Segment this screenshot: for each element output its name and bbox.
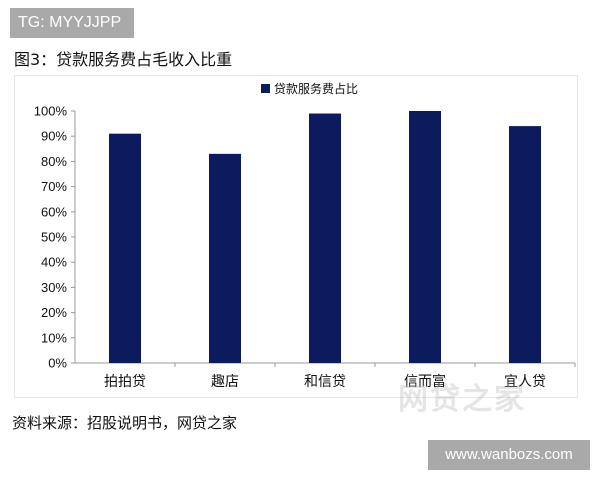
legend-label: 贷款服务费占比 bbox=[274, 81, 358, 96]
bar-chart: 贷款服务费占比 0% 10% 20% 30% 40% 50% 60% 70% 80% 90% 100%… bbox=[34, 81, 576, 390]
source-note: 资料来源：招股说明书，网贷之家 bbox=[12, 414, 238, 432]
bar-1 bbox=[109, 133, 141, 363]
y-tick-label: 30% bbox=[41, 280, 67, 295]
y-tick-label: 100% bbox=[34, 104, 68, 119]
y-tick-label: 10% bbox=[41, 330, 67, 345]
y-tick-label: 80% bbox=[41, 154, 67, 169]
watermark-logo: 网贷之家 bbox=[398, 382, 526, 417]
bar-3 bbox=[309, 113, 341, 363]
y-tick-label: 50% bbox=[41, 230, 67, 245]
x-category-label: 信而富 bbox=[404, 373, 446, 390]
telegram-badge: TG: MYYJJPP bbox=[10, 8, 134, 38]
x-category-label: 和信贷 bbox=[304, 374, 346, 390]
legend-swatch bbox=[261, 84, 270, 93]
y-tick-label: 90% bbox=[41, 129, 67, 144]
figure-title: 图3：贷款服务费占毛收入比重 bbox=[14, 50, 233, 69]
bar-5 bbox=[509, 126, 541, 363]
x-category-label: 趣店 bbox=[211, 374, 239, 390]
y-tick-label: 20% bbox=[41, 305, 67, 320]
y-tick-label: 70% bbox=[41, 179, 67, 194]
y-tick-label: 60% bbox=[41, 204, 67, 219]
x-category-label: 宜人贷 bbox=[504, 374, 546, 390]
x-category-label: 拍拍贷 bbox=[104, 374, 146, 390]
bar-2 bbox=[209, 153, 241, 363]
y-tick-label: 40% bbox=[41, 255, 67, 270]
chart-frame bbox=[14, 75, 578, 398]
bar-4 bbox=[409, 111, 441, 363]
url-watermark: www.wanbozs.com bbox=[428, 440, 590, 470]
y-tick-label: 0% bbox=[48, 356, 67, 371]
